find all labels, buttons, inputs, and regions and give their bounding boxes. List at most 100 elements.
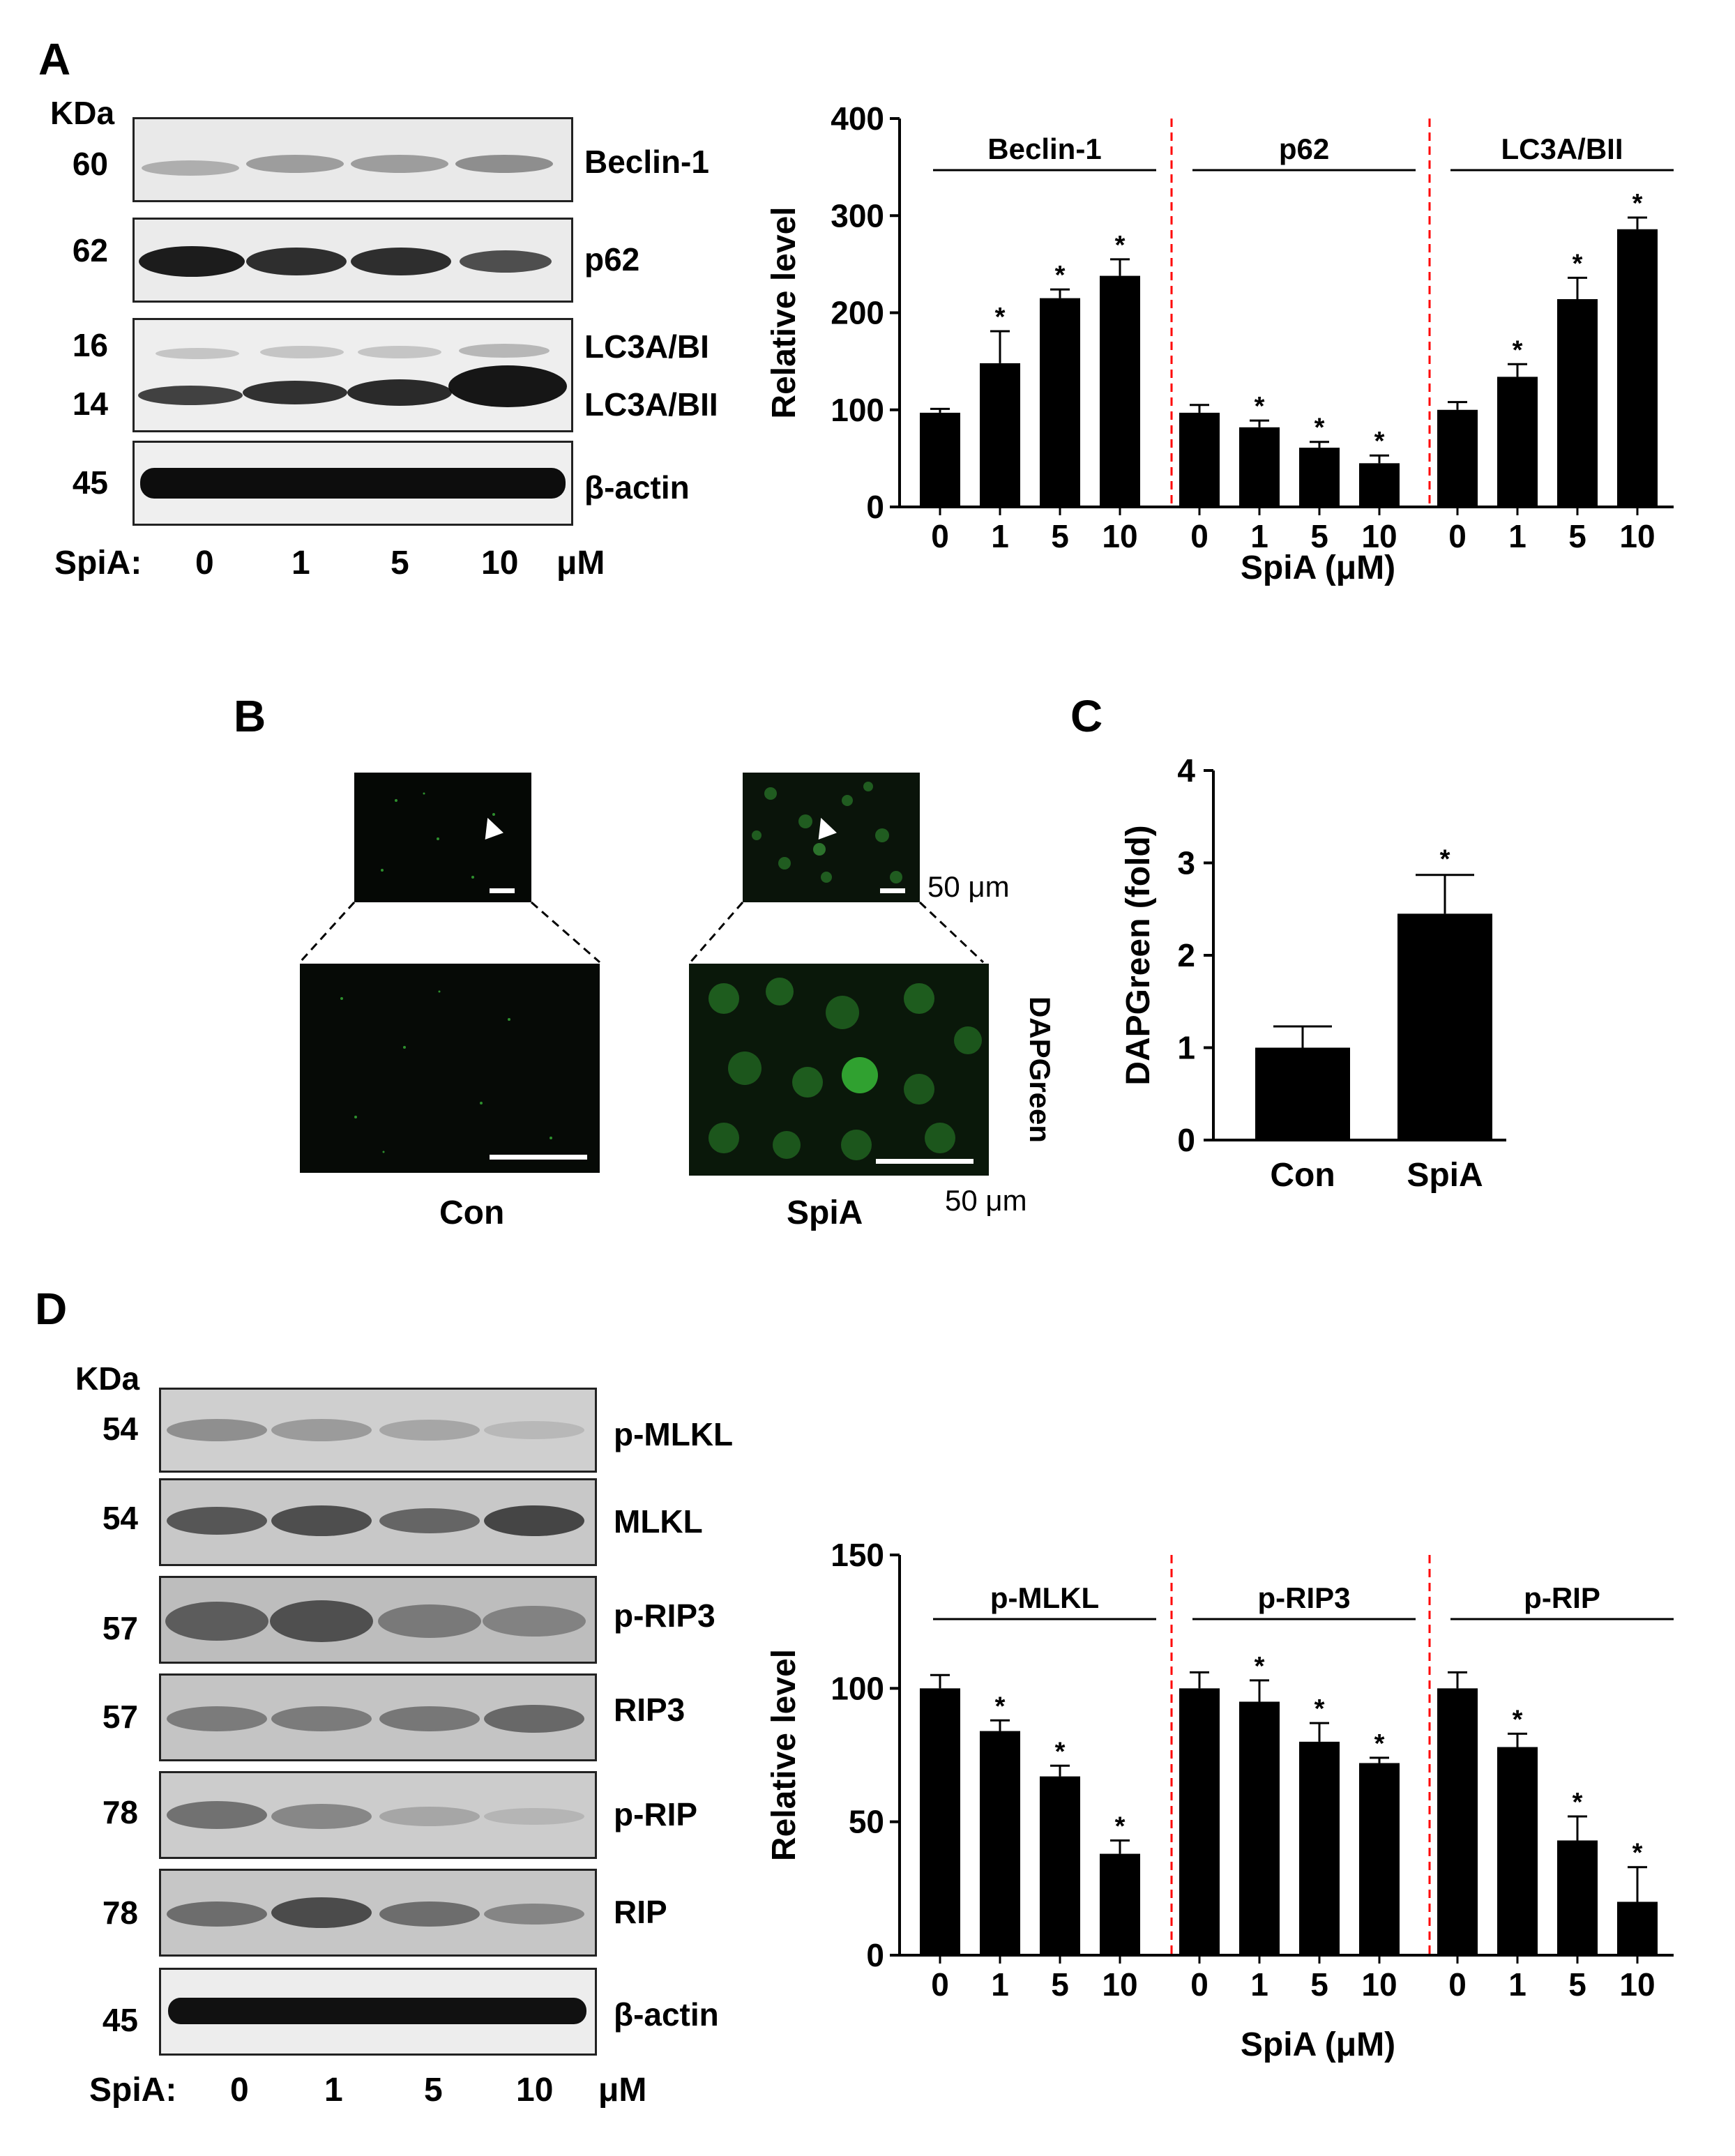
blot-p-rip3: [159, 1576, 597, 1664]
blot-bands: [139, 246, 552, 277]
bar: [1497, 1747, 1538, 1955]
blot-label-beclin-1: Beclin-1: [584, 144, 709, 180]
significance-mark: *: [1632, 189, 1643, 218]
blot-label-rip: RIP: [614, 1894, 667, 1930]
significance-mark: *: [1440, 845, 1450, 874]
lane-label: 1: [291, 545, 310, 582]
y-tick-label: 1: [1177, 1030, 1195, 1066]
y-axis-label: DAPGreen (fold): [1120, 825, 1157, 1085]
stain-label: DAPGreen: [1024, 996, 1057, 1144]
scale-bar: [876, 1159, 973, 1164]
x-tick-label: 1: [1508, 518, 1526, 554]
x-tick-label: 1: [1250, 1966, 1268, 2003]
y-axis-label: Relative level: [766, 1649, 803, 1861]
bar: [1040, 1776, 1080, 1955]
significance-mark: *: [1513, 1705, 1523, 1734]
y-tick-label: 0: [1177, 1122, 1195, 1158]
blot-beta-actin-d: [159, 1968, 597, 2056]
mw-marker: 45: [102, 2002, 138, 2038]
significance-mark: *: [995, 1692, 1006, 1721]
scale-bar: [880, 888, 905, 893]
lane-label: 0: [195, 545, 214, 582]
x-axis-label: SpiA (μM): [1241, 2026, 1395, 2063]
mw-marker: 54: [102, 1411, 138, 1447]
blot-rip3: [159, 1673, 597, 1761]
x-tick-label: Con: [1270, 1157, 1335, 1194]
fluorescence-spots: [709, 978, 982, 1160]
fluorescence-spots: [381, 792, 495, 879]
bar: [1040, 298, 1080, 507]
bar: [920, 1688, 960, 1955]
panel-letter-d: D: [35, 1284, 68, 1334]
significance-mark: *: [1115, 231, 1126, 260]
group-name: Beclin-1: [987, 132, 1101, 165]
kda-label: KDa: [50, 95, 115, 131]
blot-bands: [140, 468, 566, 499]
group-name: p-RIP3: [1257, 1581, 1350, 1614]
scale-bar: [490, 1155, 587, 1160]
bar: [1179, 1688, 1220, 1955]
scale-bar-label: 50 μm: [927, 870, 1010, 903]
lane-label: 0: [230, 2072, 249, 2109]
mw-marker: 45: [72, 464, 108, 501]
blot-p62: [132, 218, 573, 303]
blot-lc3: [132, 318, 573, 432]
significance-mark: *: [1255, 1652, 1265, 1681]
y-tick-label: 0: [866, 1937, 884, 1973]
x-tick-label: 5: [1568, 518, 1586, 554]
x-tick-label: 10: [1102, 1966, 1137, 2003]
mw-marker: 57: [102, 1699, 138, 1735]
x-tick-label: 0: [1448, 518, 1467, 554]
bar: [920, 412, 960, 507]
blot-label-p-rip: p-RIP: [614, 1796, 698, 1832]
kda-label: KDa: [75, 1360, 140, 1397]
x-tick-label: 10: [1619, 1966, 1655, 2003]
x-tick-label: 5: [1051, 518, 1069, 554]
micrograph-con-zoom: [300, 964, 600, 1173]
mw-marker: 78: [102, 1895, 138, 1931]
treatment-label: SpiA:: [54, 545, 142, 582]
blot-bands: [167, 1897, 584, 1928]
bar: [1557, 299, 1598, 507]
x-tick-label: 1: [1250, 518, 1268, 554]
y-axis-label: Relative level: [766, 206, 803, 418]
significance-mark: *: [1055, 1737, 1066, 1766]
x-tick-label: 5: [1568, 1966, 1586, 2003]
bar: [1359, 1763, 1400, 1955]
blot-label-lc3a-bii: LC3A/BII: [584, 386, 718, 423]
unit-label: μM: [556, 545, 605, 582]
bar: [980, 363, 1020, 507]
lane-label: 10: [516, 2072, 554, 2109]
lane-label: 5: [424, 2072, 443, 2109]
blot-label-p62: p62: [584, 241, 640, 278]
bar: [1299, 1741, 1340, 1955]
y-tick-label: 300: [831, 197, 884, 234]
treatment-label: SpiA:: [89, 2072, 177, 2109]
blot-bands: [167, 1419, 584, 1441]
condition-label-con: Con: [439, 1194, 505, 1231]
blot-bands: [167, 1705, 584, 1733]
mw-marker: 62: [72, 232, 108, 268]
lane-label: 1: [324, 2072, 343, 2109]
mw-marker: 14: [72, 386, 108, 422]
bar: [1100, 275, 1140, 507]
panel-letter-c: C: [1070, 691, 1103, 741]
blot-bands: [167, 1801, 584, 1829]
x-tick-label: 5: [1310, 1966, 1328, 2003]
mw-marker: 57: [102, 1610, 138, 1646]
significance-mark: *: [995, 303, 1006, 332]
x-axis-label: SpiA (μM): [1241, 549, 1395, 586]
bar: [1255, 1047, 1350, 1140]
bar: [1100, 1853, 1140, 1955]
scale-bar-label: 50 μm: [945, 1184, 1027, 1217]
significance-mark: *: [1255, 392, 1265, 421]
x-tick-label: 5: [1310, 518, 1328, 554]
zoom-lines: [298, 901, 985, 964]
mw-marker: 54: [102, 1500, 138, 1536]
bar: [980, 1731, 1020, 1955]
x-tick-label: 0: [1190, 1966, 1209, 2003]
blot-bands: [165, 1600, 586, 1642]
significance-mark: *: [1573, 249, 1583, 278]
x-tick-label: 0: [1190, 518, 1209, 554]
